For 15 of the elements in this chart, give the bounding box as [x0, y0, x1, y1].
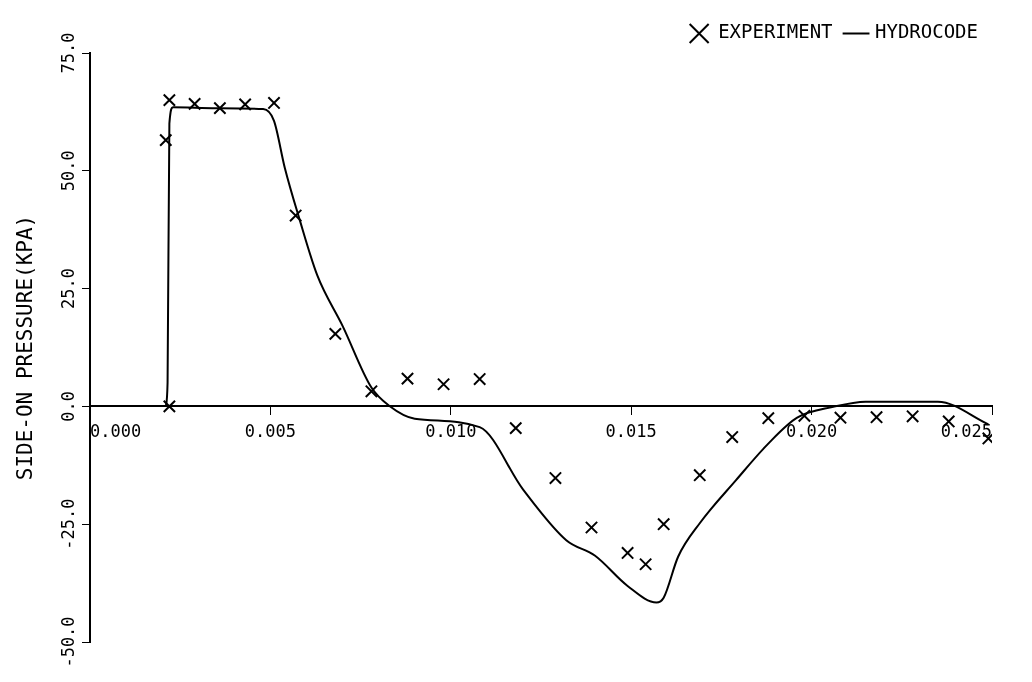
x-tick-label: 0.020: [786, 421, 838, 442]
y-axis-title: SIDE-ON PRESSURE(KPA): [13, 214, 38, 481]
y-tick-label: 0.0: [57, 391, 78, 422]
x-tick-label: 0.000: [90, 421, 142, 442]
x-tick-label: 0.025: [940, 421, 992, 442]
x-tick-label: 0.010: [425, 421, 477, 442]
y-tick-label: 25.0: [57, 268, 78, 310]
y-tick-label: 75.0: [57, 32, 78, 74]
legend-label: HYDROCODE: [875, 20, 978, 43]
y-tick-label: -25.0: [57, 498, 78, 550]
y-tick-label: 50.0: [57, 150, 78, 192]
y-tick-label: -50.0: [57, 616, 78, 668]
x-tick-label: 0.015: [605, 421, 657, 442]
x-tick-label: 0.005: [244, 421, 296, 442]
legend-label: EXPERIMENT: [718, 20, 833, 43]
